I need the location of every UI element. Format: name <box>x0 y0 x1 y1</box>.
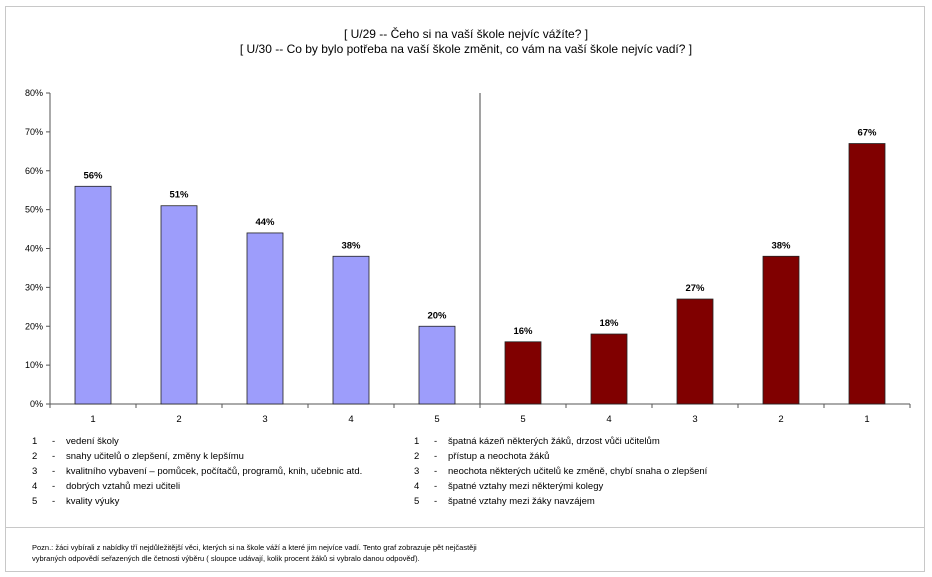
legend-right-item-num: 1 <box>414 436 420 447</box>
x-tick-label: 4 <box>606 414 611 425</box>
x-tick-label: 1 <box>90 414 95 425</box>
footnote-line2: vybraných odpovědí seřazených dle četnos… <box>32 554 420 563</box>
legend-left-item-num: 2 <box>32 451 38 462</box>
bar <box>332 255 370 405</box>
legend-right-item-text: špatné vztahy mezi žáky navzájem <box>448 496 595 507</box>
bar <box>676 298 714 405</box>
y-tick-label: 80% <box>25 88 43 98</box>
legend-left-item: 5- kvality výuky <box>32 496 120 507</box>
bar-value-label: 18% <box>599 318 619 329</box>
y-tick-label: 30% <box>25 282 43 292</box>
bar-value-label: 44% <box>255 217 275 228</box>
y-tick-label: 10% <box>25 360 43 370</box>
footnote-line1: Pozn.: žáci vybírali z nabídky tří nejdů… <box>32 543 477 552</box>
bar-value-label: 38% <box>341 240 361 251</box>
legend-right-item: 2- přístup a neochota žáků <box>414 451 550 462</box>
y-tick-label: 50% <box>25 205 43 215</box>
x-tick-label: 2 <box>778 414 783 425</box>
bar <box>848 143 886 405</box>
y-tick-label: 0% <box>30 399 43 409</box>
chart-title-line2: [ U/30 -- Co by bylo potřeba na vaší ško… <box>239 42 693 56</box>
y-tick-label: 70% <box>25 127 43 137</box>
bar-value-label: 56% <box>83 170 103 181</box>
legend-left-item-text: dobrých vztahů mezi učiteli <box>66 481 181 492</box>
bar <box>418 325 456 405</box>
legend-right-item-num: 3 <box>414 466 420 477</box>
x-tick-label: 4 <box>348 414 353 425</box>
legend-right-item: 3- neochota některých učitelů ke změně, c… <box>414 466 708 477</box>
legend-right: 1- špatná kázeň některých žáků, drzost vů… <box>414 434 707 509</box>
legend-right-item-text: špatná kázeň některých žáků, drzost vůči… <box>448 436 660 447</box>
legend-right-item: 4- špatné vztahy mezi některými kolegy <box>414 481 604 492</box>
bar <box>246 232 284 405</box>
legend-right-item-text: špatné vztahy mezi některými kolegy <box>448 481 604 492</box>
legend-left: 1- vedení školy 2- snahy učitelů o zlepšen… <box>32 434 362 509</box>
legend-left-item: 3- kvalitního vybavení – pomůcek, počítač… <box>32 466 363 477</box>
footnote: Pozn.: žáci vybírali z nabídky tří nejdů… <box>32 542 477 564</box>
bar-value-label: 67% <box>857 128 877 139</box>
x-tick-label: 5 <box>520 414 525 425</box>
legend-left-item-text: kvalitního vybavení – pomůcek, počítačů,… <box>66 466 363 477</box>
legend-right-item: 5- špatné vztahy mezi žáky navzájem <box>414 496 595 507</box>
legend-left-item-text: kvality výuky <box>66 496 120 507</box>
x-tick-label: 1 <box>864 414 869 425</box>
legend-left-item-num: 5 <box>32 496 38 507</box>
x-tick-label: 2 <box>176 414 181 425</box>
legend-left-item: 2- snahy učitelů o zlepšení, změny k lepš… <box>32 451 244 462</box>
y-tick-label: 60% <box>25 166 43 176</box>
y-tick-label: 20% <box>25 321 43 331</box>
legend-left-item-text: vedení školy <box>66 436 119 447</box>
legend-left-item: 4- dobrých vztahů mezi učiteli <box>32 481 181 492</box>
chart-title-line1: [ U/29 -- Čeho si na vaší škole nejvíc v… <box>343 27 589 41</box>
bar <box>590 333 628 405</box>
bar-value-label: 38% <box>771 240 791 251</box>
note-divider <box>5 527 925 528</box>
bar <box>74 185 112 405</box>
legend-left-item-num: 3 <box>32 466 38 477</box>
bar <box>504 341 542 405</box>
legend-right-item: 1- špatná kázeň některých žáků, drzost vů… <box>414 436 660 447</box>
bar-value-label: 51% <box>169 190 189 201</box>
bar <box>762 255 800 405</box>
legend-right-item-num: 4 <box>414 481 420 492</box>
legend-left-item-num: 1 <box>32 436 38 447</box>
bar-value-label: 20% <box>427 310 447 321</box>
x-tick-label: 5 <box>434 414 439 425</box>
y-tick-label: 40% <box>25 244 43 254</box>
legend-left-item-text: snahy učitelů o zlepšení, změny k lepším… <box>66 451 244 462</box>
bar-value-label: 16% <box>513 326 533 337</box>
legend-right-item-text: přístup a neochota žáků <box>448 451 550 462</box>
legend-right-item-num: 2 <box>414 451 420 462</box>
x-tick-label: 3 <box>692 414 697 425</box>
legend-right-item-num: 5 <box>414 496 420 507</box>
legend-left-item: 1- vedení školy <box>32 436 119 447</box>
x-tick-label: 3 <box>262 414 267 425</box>
bar-value-label: 27% <box>685 283 705 294</box>
legend-right-item-text: neochota některých učitelů ke změně, chy… <box>448 466 708 477</box>
legend-left-item-num: 4 <box>32 481 38 492</box>
bar <box>160 205 198 405</box>
